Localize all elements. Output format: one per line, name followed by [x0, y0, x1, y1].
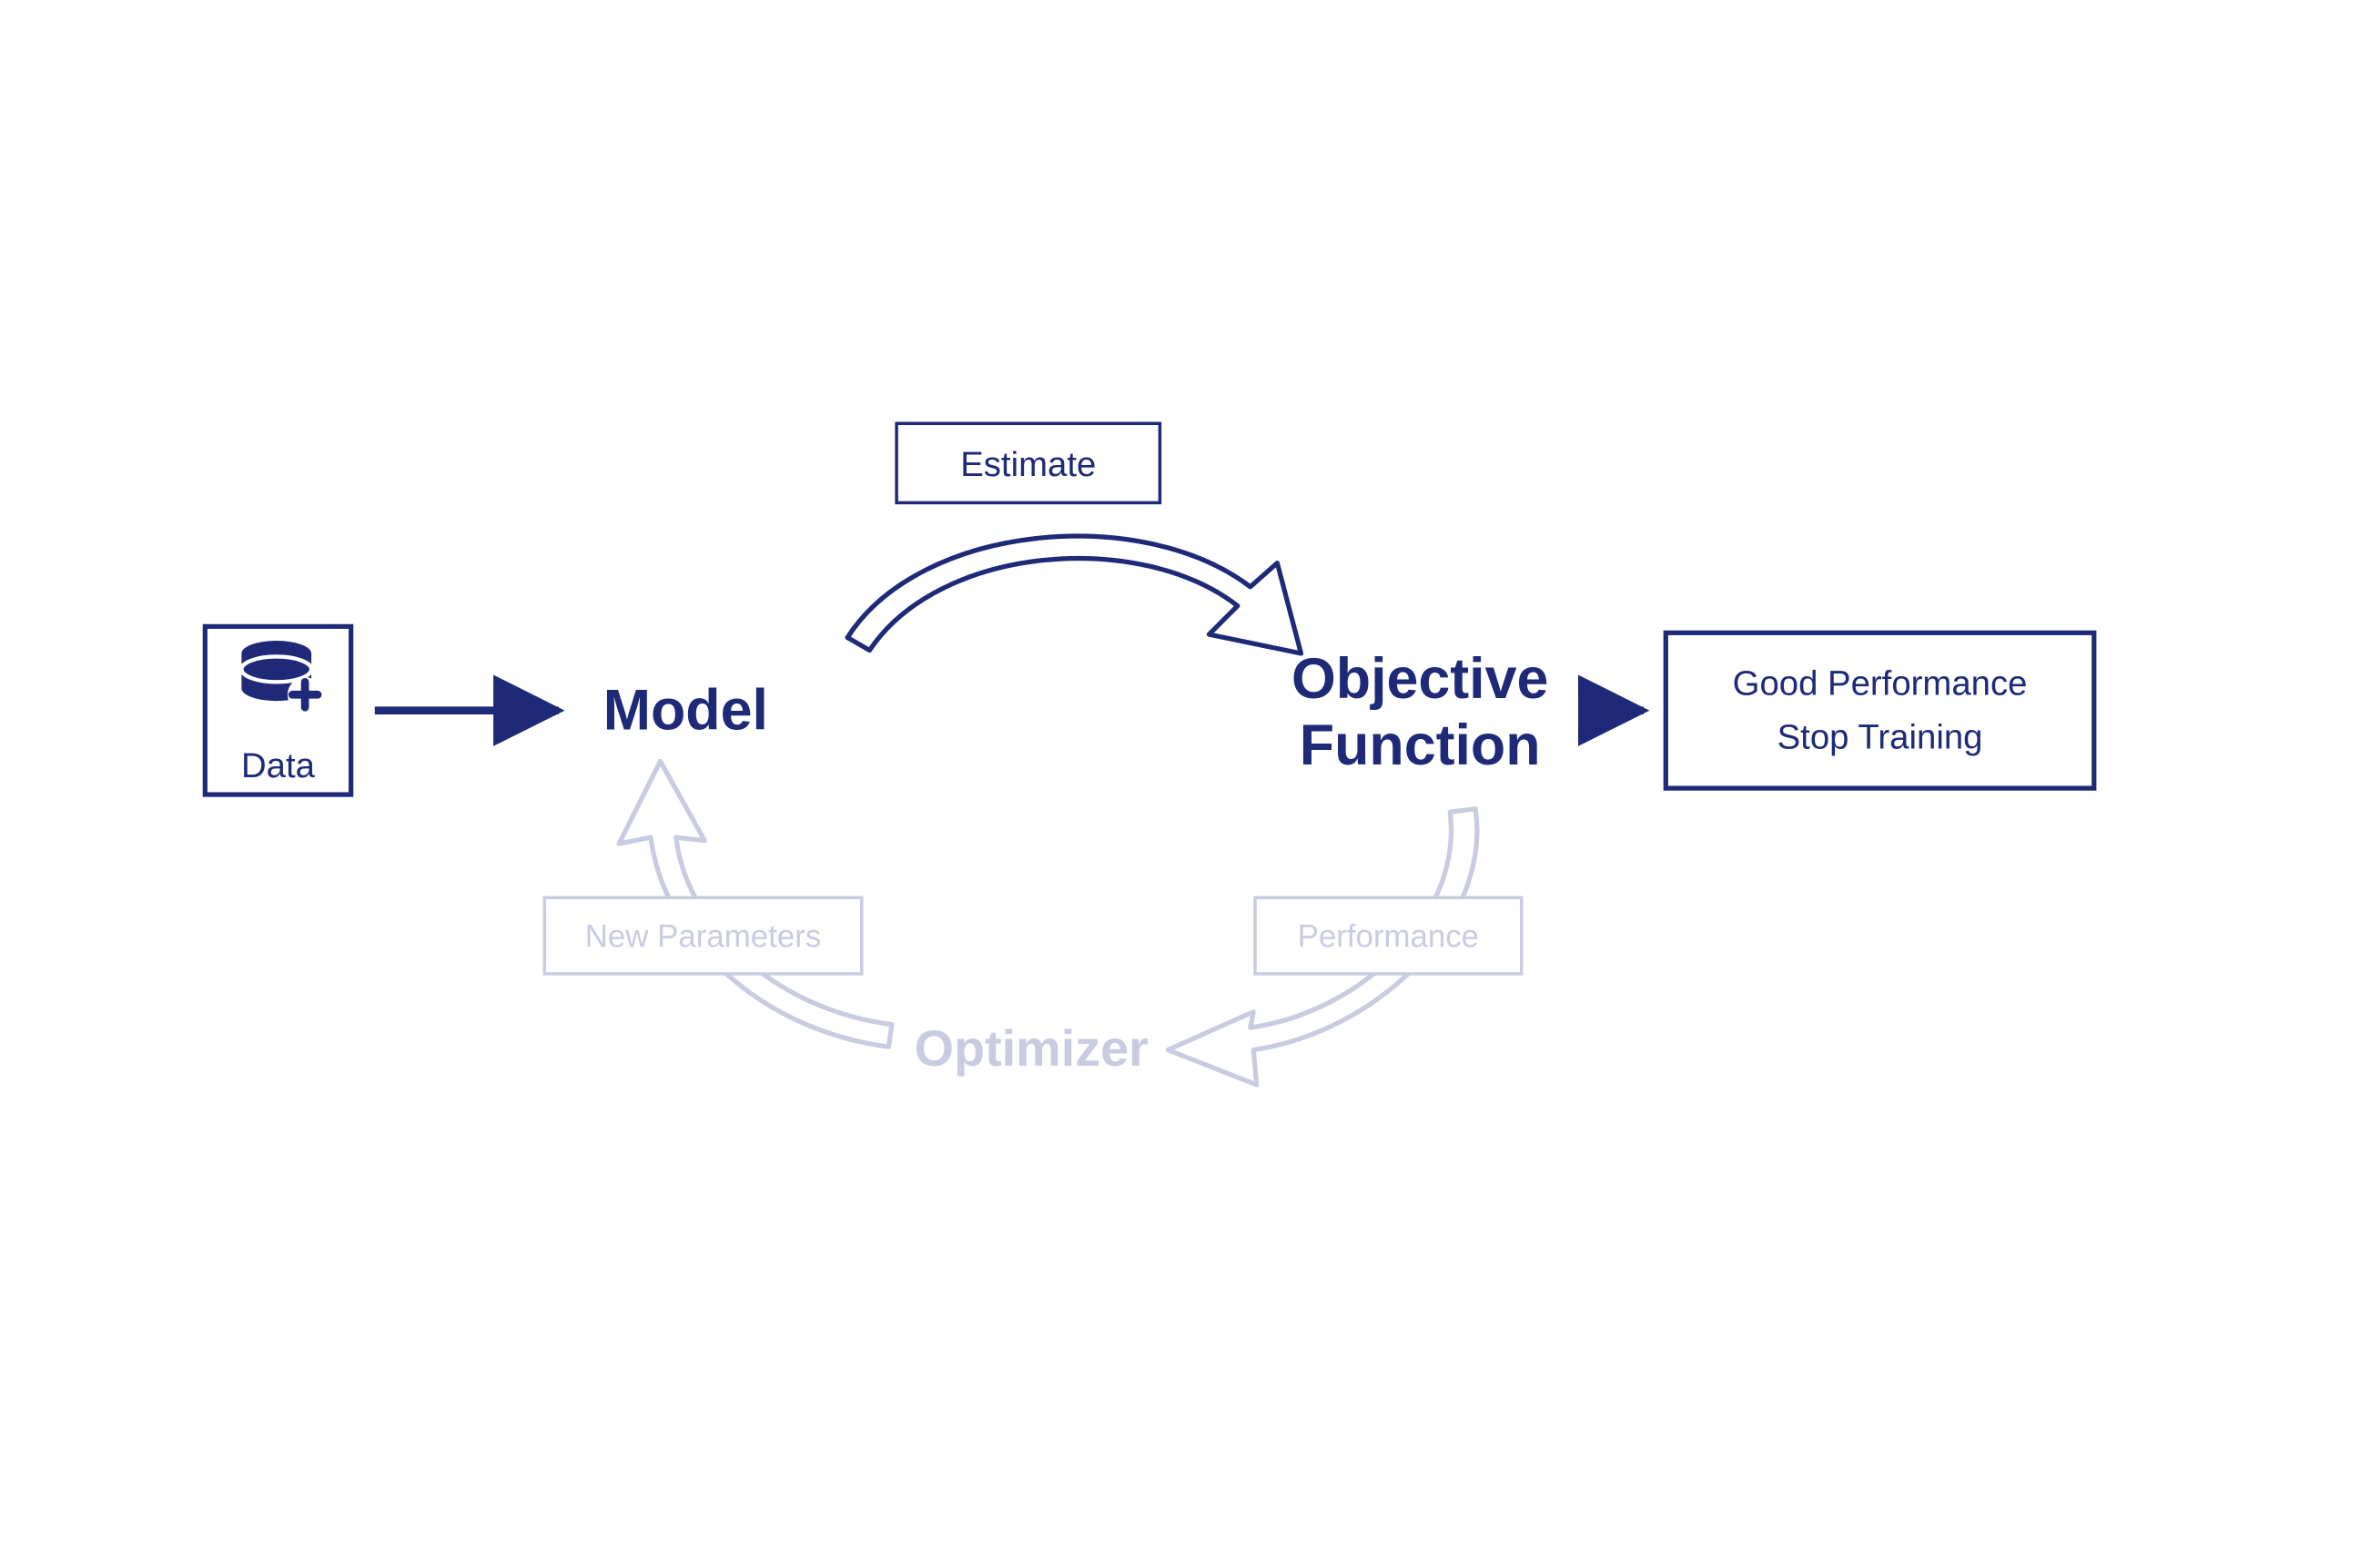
database-plus-icon: [241, 641, 322, 712]
node-objective-line2: Function: [1300, 714, 1541, 777]
node-objective-line1: Objective: [1291, 647, 1548, 711]
edge-model-to-objective: [847, 536, 1301, 653]
node-optimizer: Optimizer: [915, 1020, 1149, 1077]
label-new-parameters: New Parameters: [544, 897, 862, 974]
node-data-label: Data: [241, 746, 316, 785]
label-performance: Performance: [1255, 897, 1522, 974]
label-performance-text: Performance: [1298, 918, 1479, 954]
node-model: Model: [603, 679, 768, 743]
node-data: Data: [205, 626, 350, 795]
label-estimate-text: Estimate: [960, 445, 1096, 484]
node-result-line1: Good Performance: [1733, 663, 2028, 703]
label-estimate: Estimate: [896, 423, 1160, 502]
node-result-line2: Stop Training: [1777, 718, 1983, 757]
node-result: Good Performance Stop Training: [1666, 633, 2094, 788]
training-loop-diagram: Data Model Estimate Objective Function G…: [0, 0, 2380, 1559]
label-new-parameters-text: New Parameters: [585, 918, 821, 954]
node-objective: Objective Function: [1291, 647, 1548, 777]
